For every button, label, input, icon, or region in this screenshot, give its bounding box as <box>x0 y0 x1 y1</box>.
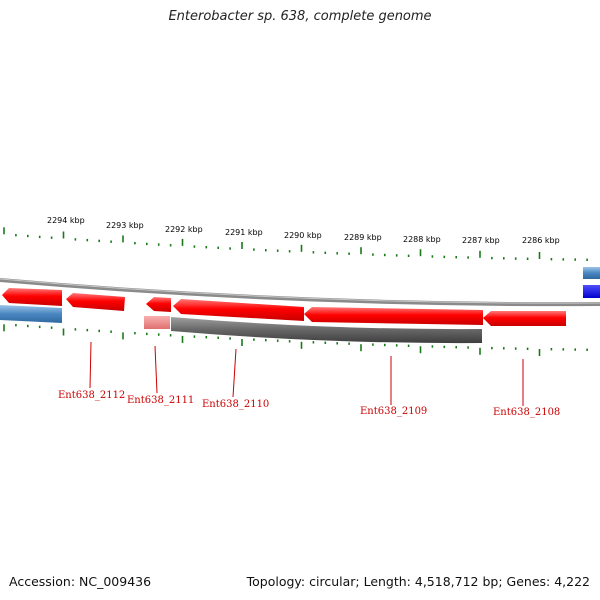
gene-arrow-ent638-2110[interactable] <box>173 299 304 321</box>
gene-label-ent638-2112[interactable]: Ent638_2112 <box>58 390 125 401</box>
gene-label-ent638-2109[interactable]: Ent638_2109 <box>360 406 427 417</box>
gene-label-ent638-2110[interactable]: Ent638_2110 <box>202 399 269 410</box>
genome-summary: Topology: circular; Length: 4,518,712 bp… <box>246 574 590 589</box>
gene-arrow-ent638-2112[interactable] <box>66 293 125 311</box>
gene-label-ent638-2111[interactable]: Ent638_2111 <box>127 395 194 406</box>
scale-label-2286: 2286 kbp <box>522 236 560 245</box>
scale-label-2293: 2293 kbp <box>106 221 144 230</box>
gene-labels: Ent638_2112 Ent638_2111 Ent638_2110 Ent6… <box>58 390 560 418</box>
scale-labels: 2294 kbp 2293 kbp 2292 kbp 2291 kbp 2290… <box>47 216 560 245</box>
gene-arrow-ent638-2111[interactable] <box>146 297 171 312</box>
leader-ent638-2111 <box>154 345 158 394</box>
gene-label-leaders <box>89 341 524 406</box>
inner-scale-ring <box>3 324 588 356</box>
genome-backbone <box>0 278 600 307</box>
leader-ent638-2110 <box>232 348 237 398</box>
grey-feature-ent638-2110-2109[interactable] <box>171 317 482 344</box>
gene-arrow-ent638-2108[interactable] <box>483 311 566 326</box>
map-title: Enterobacter sp. 638, complete genome <box>168 9 432 24</box>
gene-label-ent638-2108[interactable]: Ent638_2108 <box>493 407 560 418</box>
scale-label-2292: 2292 kbp <box>165 225 203 234</box>
scale-label-2291: 2291 kbp <box>225 228 263 237</box>
blue-feature-right-bright[interactable] <box>583 285 600 298</box>
blue-feature-left[interactable] <box>0 305 62 323</box>
outer-scale-ring <box>3 227 588 261</box>
accession-label: Accession: NC_009436 <box>9 574 152 589</box>
scale-label-2289: 2289 kbp <box>344 233 382 242</box>
scale-label-2290: 2290 kbp <box>284 231 322 240</box>
pseudo-gene-ent638-2111[interactable] <box>144 316 170 329</box>
gene-arrow-ent638-2109[interactable] <box>304 307 483 325</box>
scale-label-2294: 2294 kbp <box>47 216 85 225</box>
scale-label-2287: 2287 kbp <box>462 236 500 245</box>
scale-label-2288: 2288 kbp <box>403 235 441 244</box>
leader-ent638-2112 <box>89 341 92 389</box>
blue-feature-right-outer[interactable] <box>583 267 600 279</box>
gene-arrow-ent638-2112-upstream[interactable] <box>2 288 62 306</box>
